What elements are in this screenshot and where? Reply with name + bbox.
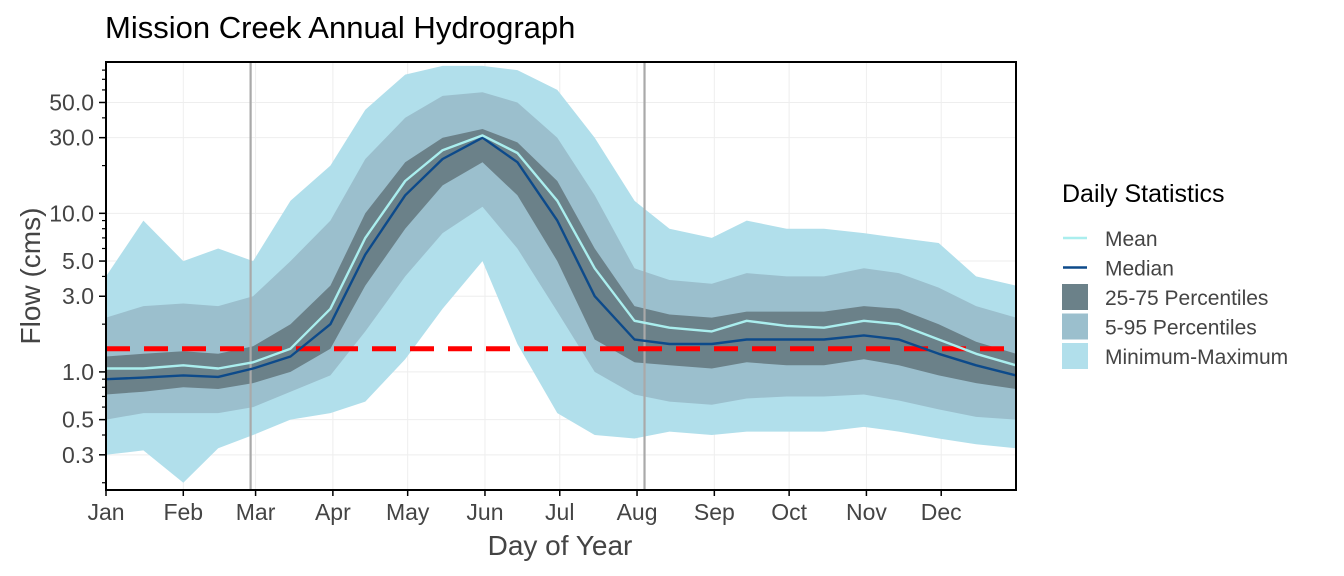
- y-tick-label: 5.0: [62, 248, 94, 274]
- y-tick-label: 0.5: [62, 407, 94, 433]
- x-tick-label: Dec: [921, 499, 962, 525]
- x-tick-label: Oct: [771, 499, 807, 525]
- median-line: [105, 136, 1017, 381]
- x-tick-label: May: [386, 499, 430, 525]
- x-axis-label: Day of Year: [488, 530, 633, 561]
- legend-key-25-75-percentiles: [1062, 284, 1088, 310]
- x-tick-label: Nov: [846, 499, 887, 525]
- y-tick-label: 0.3: [62, 442, 94, 468]
- legend: Daily Statistics Mean Median 25-75 Percent…: [1062, 180, 1288, 369]
- band-25-75-percentiles: [106, 129, 1016, 395]
- x-tick-label: Jul: [545, 499, 574, 525]
- legend-key-5-95-percentiles: [1062, 313, 1088, 340]
- legend-key-minimum-maximum: [1062, 343, 1088, 369]
- legend-label-mean: Mean: [1105, 228, 1158, 251]
- y-axis-label: Flow (cms): [15, 208, 46, 345]
- y-tick-label: 30.0: [49, 125, 94, 151]
- x-tick-label: Jun: [466, 499, 503, 525]
- x-tick-label: Mar: [236, 499, 276, 525]
- legend-label-5-95-percentiles: 5-95 Percentiles: [1105, 317, 1257, 340]
- x-tick-label: Apr: [315, 499, 351, 525]
- y-tick-label: 50.0: [49, 89, 94, 115]
- y-tick-label: 3.0: [62, 283, 94, 309]
- y-tick-label: 1.0: [62, 359, 94, 385]
- x-tick-label: Aug: [617, 499, 658, 525]
- x-tick-label: Sep: [694, 499, 735, 525]
- legend-label-median: Median: [1105, 258, 1174, 281]
- legend-title: Daily Statistics: [1062, 180, 1225, 208]
- chart-title: Mission Creek Annual Hydrograph: [105, 10, 575, 45]
- y-tick-label: 10.0: [49, 200, 94, 226]
- legend-label-25-75-percentiles: 25-75 Percentiles: [1105, 287, 1268, 310]
- legend-label-minimum-maximum: Minimum-Maximum: [1105, 346, 1288, 369]
- x-tick-label: Feb: [163, 499, 203, 525]
- mean-line: [106, 134, 1017, 370]
- plot-area: 0.3 0.5 1.0 3.0 5.0 10.0 30.0 50.0 Jan Feb Mar Apr M…: [49, 61, 1017, 525]
- x-tick-label: Jan: [87, 499, 124, 525]
